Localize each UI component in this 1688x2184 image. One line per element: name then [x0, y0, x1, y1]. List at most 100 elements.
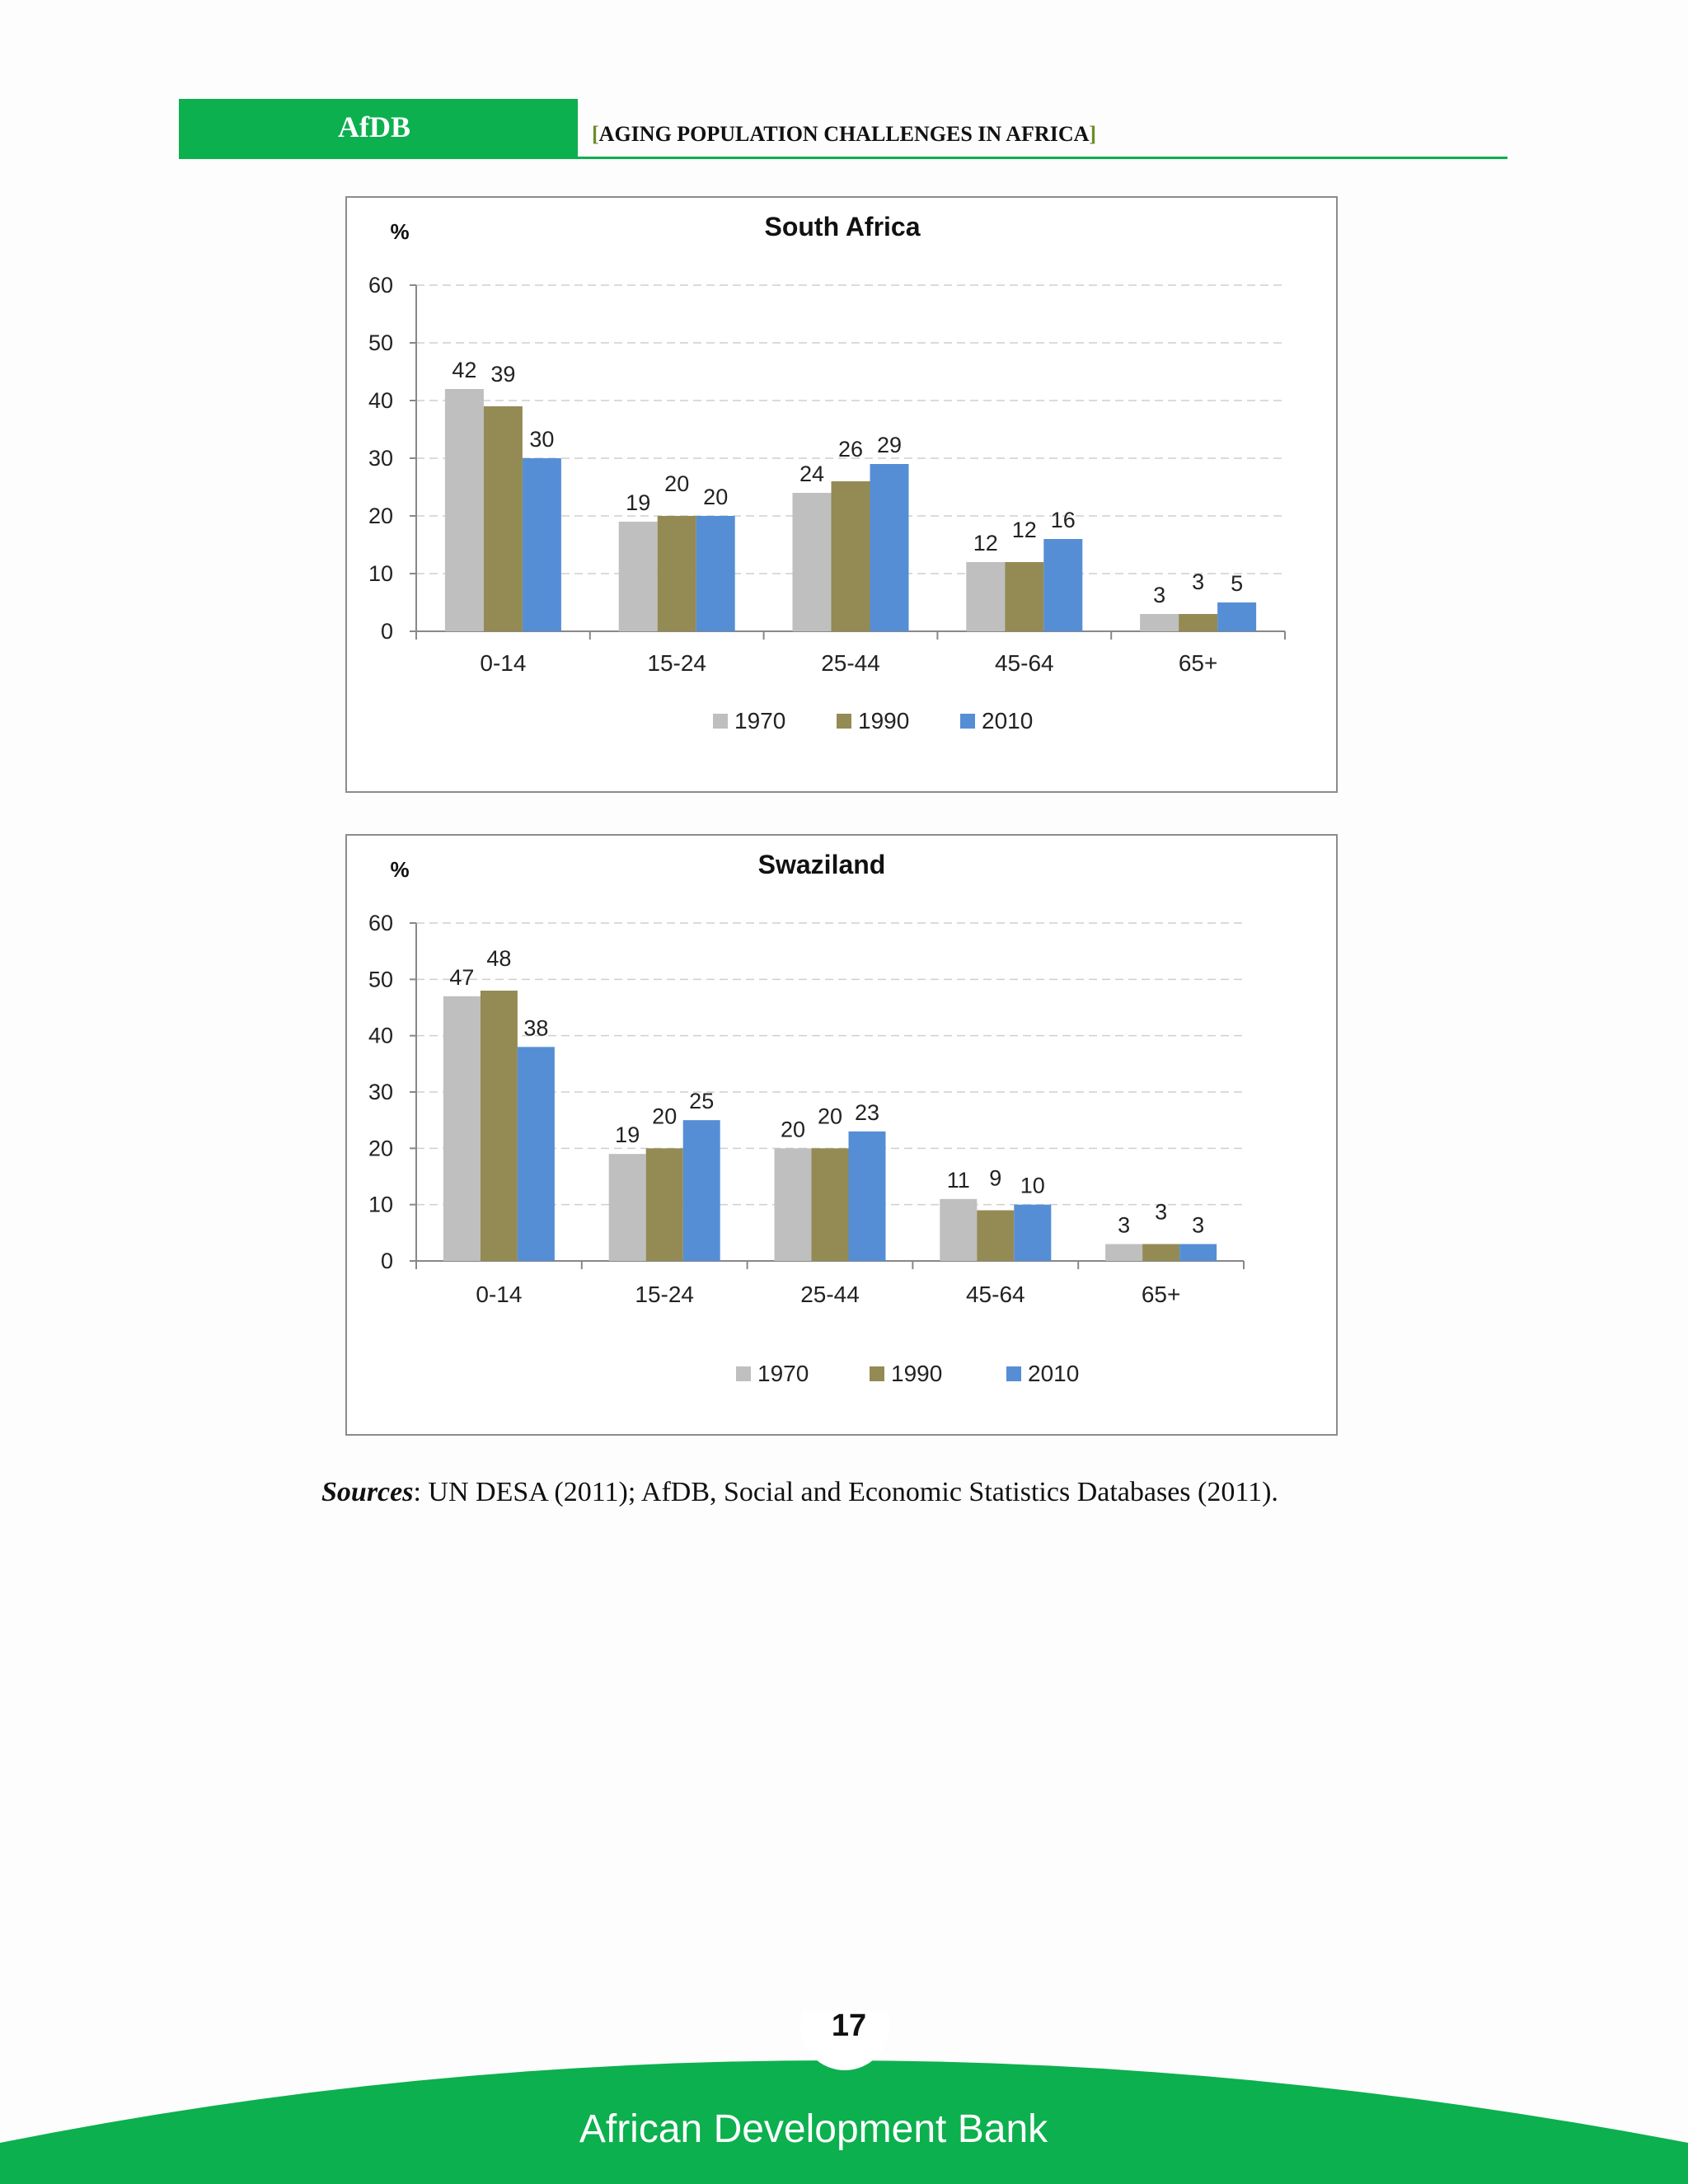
sources-text: : UN DESA (2011); AfDB, Social and Econo… — [413, 1477, 1278, 1507]
data-label: 3 — [1118, 1213, 1130, 1238]
y-axis-unit-label: % — [390, 219, 409, 244]
data-label: 16 — [1051, 508, 1076, 532]
x-tick-label: 45-64 — [995, 650, 1054, 676]
data-label: 20 — [703, 485, 728, 509]
page-number: 17 — [831, 2008, 867, 2043]
bar-2010-15-24 — [696, 516, 735, 631]
bar-1990-45-64 — [1005, 562, 1044, 631]
legend-label-2010: 2010 — [982, 708, 1033, 733]
bar-2010-0-14 — [522, 458, 561, 631]
y-tick-label: 50 — [368, 967, 393, 991]
chart-swaziland: Swaziland% 0 10 20 30 40 50 60 47 48 38 0-14 19 20 25 1… — [345, 834, 1338, 1436]
bar-2010-25-44 — [848, 1131, 886, 1261]
data-label: 12 — [973, 531, 998, 555]
bar-1970-45-64 — [940, 1198, 978, 1261]
x-tick-label: 25-44 — [800, 1282, 860, 1307]
bar-2010-25-44 — [870, 464, 909, 631]
y-tick-label: 40 — [368, 388, 393, 413]
header-green-band — [179, 99, 578, 158]
data-label: 38 — [523, 1015, 548, 1040]
y-tick-label: 30 — [368, 446, 393, 471]
legend-swatch-1970 — [713, 714, 728, 729]
x-tick-label: 0-14 — [476, 1282, 522, 1307]
legend-swatch-1970 — [736, 1366, 751, 1381]
bar-2010-15-24 — [682, 1120, 720, 1261]
bar-1990-65+ — [1142, 1244, 1180, 1261]
data-label: 42 — [452, 358, 476, 382]
y-tick-label: 0 — [381, 619, 393, 644]
y-tick-label: 20 — [368, 504, 393, 528]
x-tick-label: 65+ — [1179, 650, 1218, 676]
chart-south-africa-svg: South Africa% 0 10 20 30 40 50 60 42 39 30 0-14 19 20… — [368, 212, 1286, 733]
data-label: 9 — [989, 1166, 1001, 1191]
y-tick-label: 10 — [368, 561, 393, 586]
bar-1990-45-64 — [977, 1210, 1015, 1261]
legend-swatch-1990 — [870, 1366, 884, 1381]
footer-org-name: African Development Bank — [579, 2107, 1048, 2151]
data-label: 20 — [818, 1104, 842, 1128]
legend-swatch-2010 — [960, 714, 975, 729]
legend-swatch-1990 — [837, 714, 851, 729]
bar-2010-65+ — [1179, 1244, 1217, 1261]
legend-label-1990: 1990 — [858, 708, 909, 733]
y-tick-label: 20 — [368, 1136, 393, 1160]
legend-swatch-2010 — [1006, 1366, 1021, 1381]
data-label: 3 — [1192, 569, 1204, 594]
data-label: 23 — [855, 1100, 879, 1125]
sources-label: Sources — [321, 1477, 414, 1507]
legend-label-1990: 1990 — [891, 1361, 942, 1386]
legend-label-2010: 2010 — [1028, 1361, 1079, 1386]
data-label: 39 — [490, 362, 515, 387]
y-tick-label: 40 — [368, 1024, 393, 1048]
y-tick-label: 10 — [368, 1193, 393, 1217]
bar-1990-25-44 — [811, 1148, 849, 1261]
bar-1990-65+ — [1179, 614, 1218, 631]
chart-title: Swaziland — [758, 850, 886, 879]
chart-swaziland-svg: Swaziland% 0 10 20 30 40 50 60 47 48 38 0-14 19 20 25 1… — [368, 850, 1245, 1386]
y-tick-label: 0 — [381, 1249, 393, 1273]
y-tick-label: 50 — [368, 330, 393, 355]
y-tick-label: 30 — [368, 1080, 393, 1104]
header-title-text: AGING POPULATION CHALLENGES IN AFRICA — [598, 122, 1090, 146]
x-tick-label: 0-14 — [480, 650, 526, 676]
bar-1970-0-14 — [444, 389, 484, 631]
legend-label-1970: 1970 — [757, 1361, 809, 1386]
y-tick-label: 60 — [368, 273, 393, 298]
bar-1970-65+ — [1105, 1244, 1143, 1261]
header-bracket-close: ] — [1089, 122, 1097, 146]
bar-1970-0-14 — [443, 996, 481, 1261]
header-bracket-open: [ — [592, 122, 599, 146]
sources-note: Sources: UN DESA (2011); AfDB, Social an… — [321, 1477, 1278, 1508]
x-tick-label: 45-64 — [966, 1282, 1025, 1307]
data-label: 19 — [615, 1122, 640, 1147]
data-label: 20 — [781, 1117, 805, 1141]
header-rule — [179, 157, 1507, 159]
data-label: 24 — [799, 462, 824, 486]
data-label: 29 — [877, 433, 902, 457]
data-label: 3 — [1192, 1213, 1204, 1238]
bar-1990-0-14 — [480, 991, 518, 1261]
bar-1970-25-44 — [792, 493, 832, 631]
bar-2010-45-64 — [1043, 539, 1083, 631]
bar-1970-65+ — [1140, 614, 1179, 631]
y-axis-unit-label: % — [390, 857, 409, 882]
bar-2010-0-14 — [517, 1047, 555, 1261]
x-tick-label: 15-24 — [647, 650, 706, 676]
x-tick-label: 25-44 — [821, 650, 880, 676]
bar-1990-0-14 — [483, 406, 523, 631]
bar-2010-65+ — [1217, 602, 1257, 631]
bar-1970-45-64 — [966, 562, 1006, 631]
bar-1990-15-24 — [645, 1148, 683, 1261]
data-label: 3 — [1155, 1200, 1167, 1225]
data-label: 47 — [449, 965, 474, 990]
data-label: 11 — [947, 1168, 970, 1193]
data-label: 25 — [689, 1089, 714, 1113]
bar-1970-15-24 — [618, 522, 658, 631]
data-label: 19 — [626, 490, 650, 515]
data-label: 5 — [1231, 571, 1243, 596]
bar-1990-25-44 — [831, 481, 870, 631]
legend-label-1970: 1970 — [734, 708, 785, 733]
bar-1990-15-24 — [657, 516, 696, 631]
header-title: [AGING POPULATION CHALLENGES IN AFRICA] — [592, 122, 1096, 147]
data-label: 12 — [1012, 518, 1037, 542]
